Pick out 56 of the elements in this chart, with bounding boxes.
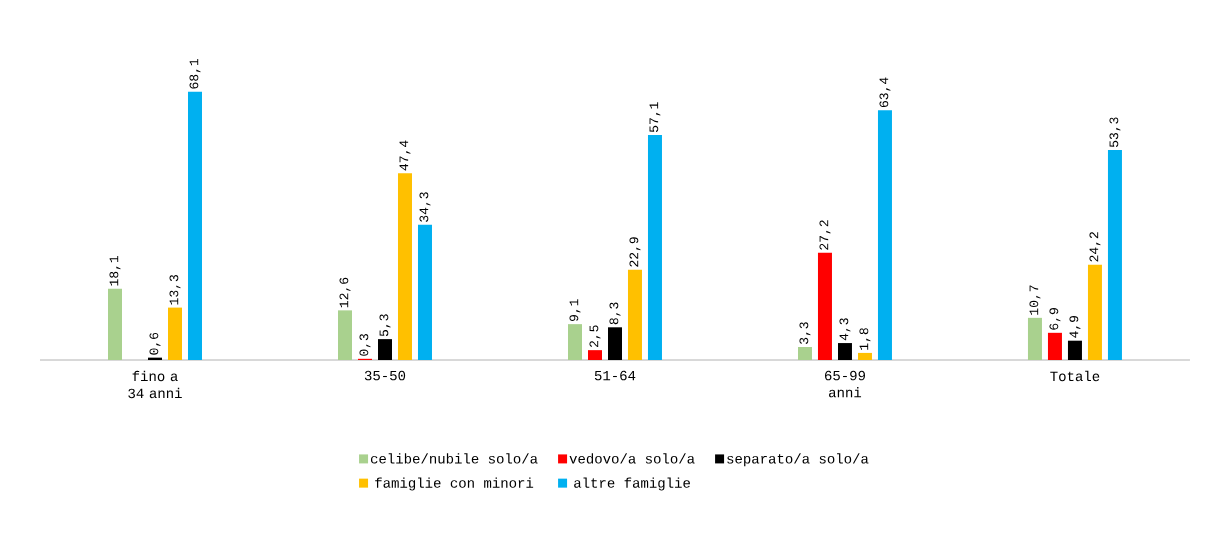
bar: [337, 310, 352, 360]
bar: [797, 347, 812, 360]
data-label: 57,1: [649, 102, 661, 133]
data-label: 22,9: [629, 237, 641, 267]
legend-label: separato/a solo/a: [727, 453, 869, 467]
bar: [587, 350, 602, 360]
data-label: 12,6: [339, 277, 351, 308]
bar: [817, 252, 832, 360]
bar: [168, 307, 182, 360]
data-label: 2,5: [589, 325, 601, 348]
data-label: 10,7: [1029, 285, 1041, 315]
x-tick-label: Totale: [1050, 370, 1100, 382]
bar: [627, 269, 642, 360]
data-label: 18,1: [109, 255, 121, 286]
data-label: 9,1: [569, 299, 581, 322]
data-label: 8,3: [609, 302, 621, 325]
bar: [1087, 264, 1102, 360]
data-label: 53,3: [1109, 117, 1121, 147]
bar: [837, 343, 852, 360]
bar: [377, 339, 392, 360]
data-label: 3,3: [799, 322, 811, 344]
bar: [1067, 340, 1082, 360]
data-label: 34,3: [419, 192, 431, 222]
data-label: 5,3: [379, 314, 391, 337]
legend-label: celibe/nubile solo/a: [370, 453, 538, 464]
data-label: 4,3: [839, 318, 851, 341]
data-label: 6,9: [1049, 308, 1061, 330]
bar: [607, 327, 622, 360]
bar: [567, 324, 582, 360]
x-tick-label: 65-99 anni: [825, 370, 865, 398]
bar: [857, 352, 872, 360]
data-label: 63,4: [879, 77, 891, 108]
bar: [1027, 317, 1042, 360]
bar: [108, 288, 122, 360]
data-label: 1,8: [859, 328, 871, 350]
bar: [877, 110, 892, 360]
data-label: 13,3: [169, 275, 181, 305]
bar: [1107, 150, 1122, 360]
data-label: 47,4: [399, 140, 411, 171]
x-tick-label: 51-64: [594, 370, 636, 381]
legend-label: famiglie con minori: [375, 477, 534, 491]
data-label: 0,3: [359, 334, 371, 356]
bar: [1047, 332, 1062, 360]
legend-label: vedovo/a solo/a: [569, 453, 695, 464]
data-label: 0,6: [149, 332, 161, 355]
data-label: 27,2: [819, 220, 831, 250]
data-label: 4,9: [1069, 315, 1081, 338]
data-label: 24,2: [1089, 232, 1101, 262]
bar: [417, 224, 432, 360]
legend-label: altre famiglie: [574, 477, 690, 491]
data-label: 68,1: [189, 58, 201, 89]
bar: [188, 91, 202, 360]
bar: [397, 173, 412, 360]
x-tick-label: 35-50: [364, 370, 406, 381]
x-tick-label: fino a 34 anni: [128, 370, 182, 399]
bar: [647, 135, 662, 360]
